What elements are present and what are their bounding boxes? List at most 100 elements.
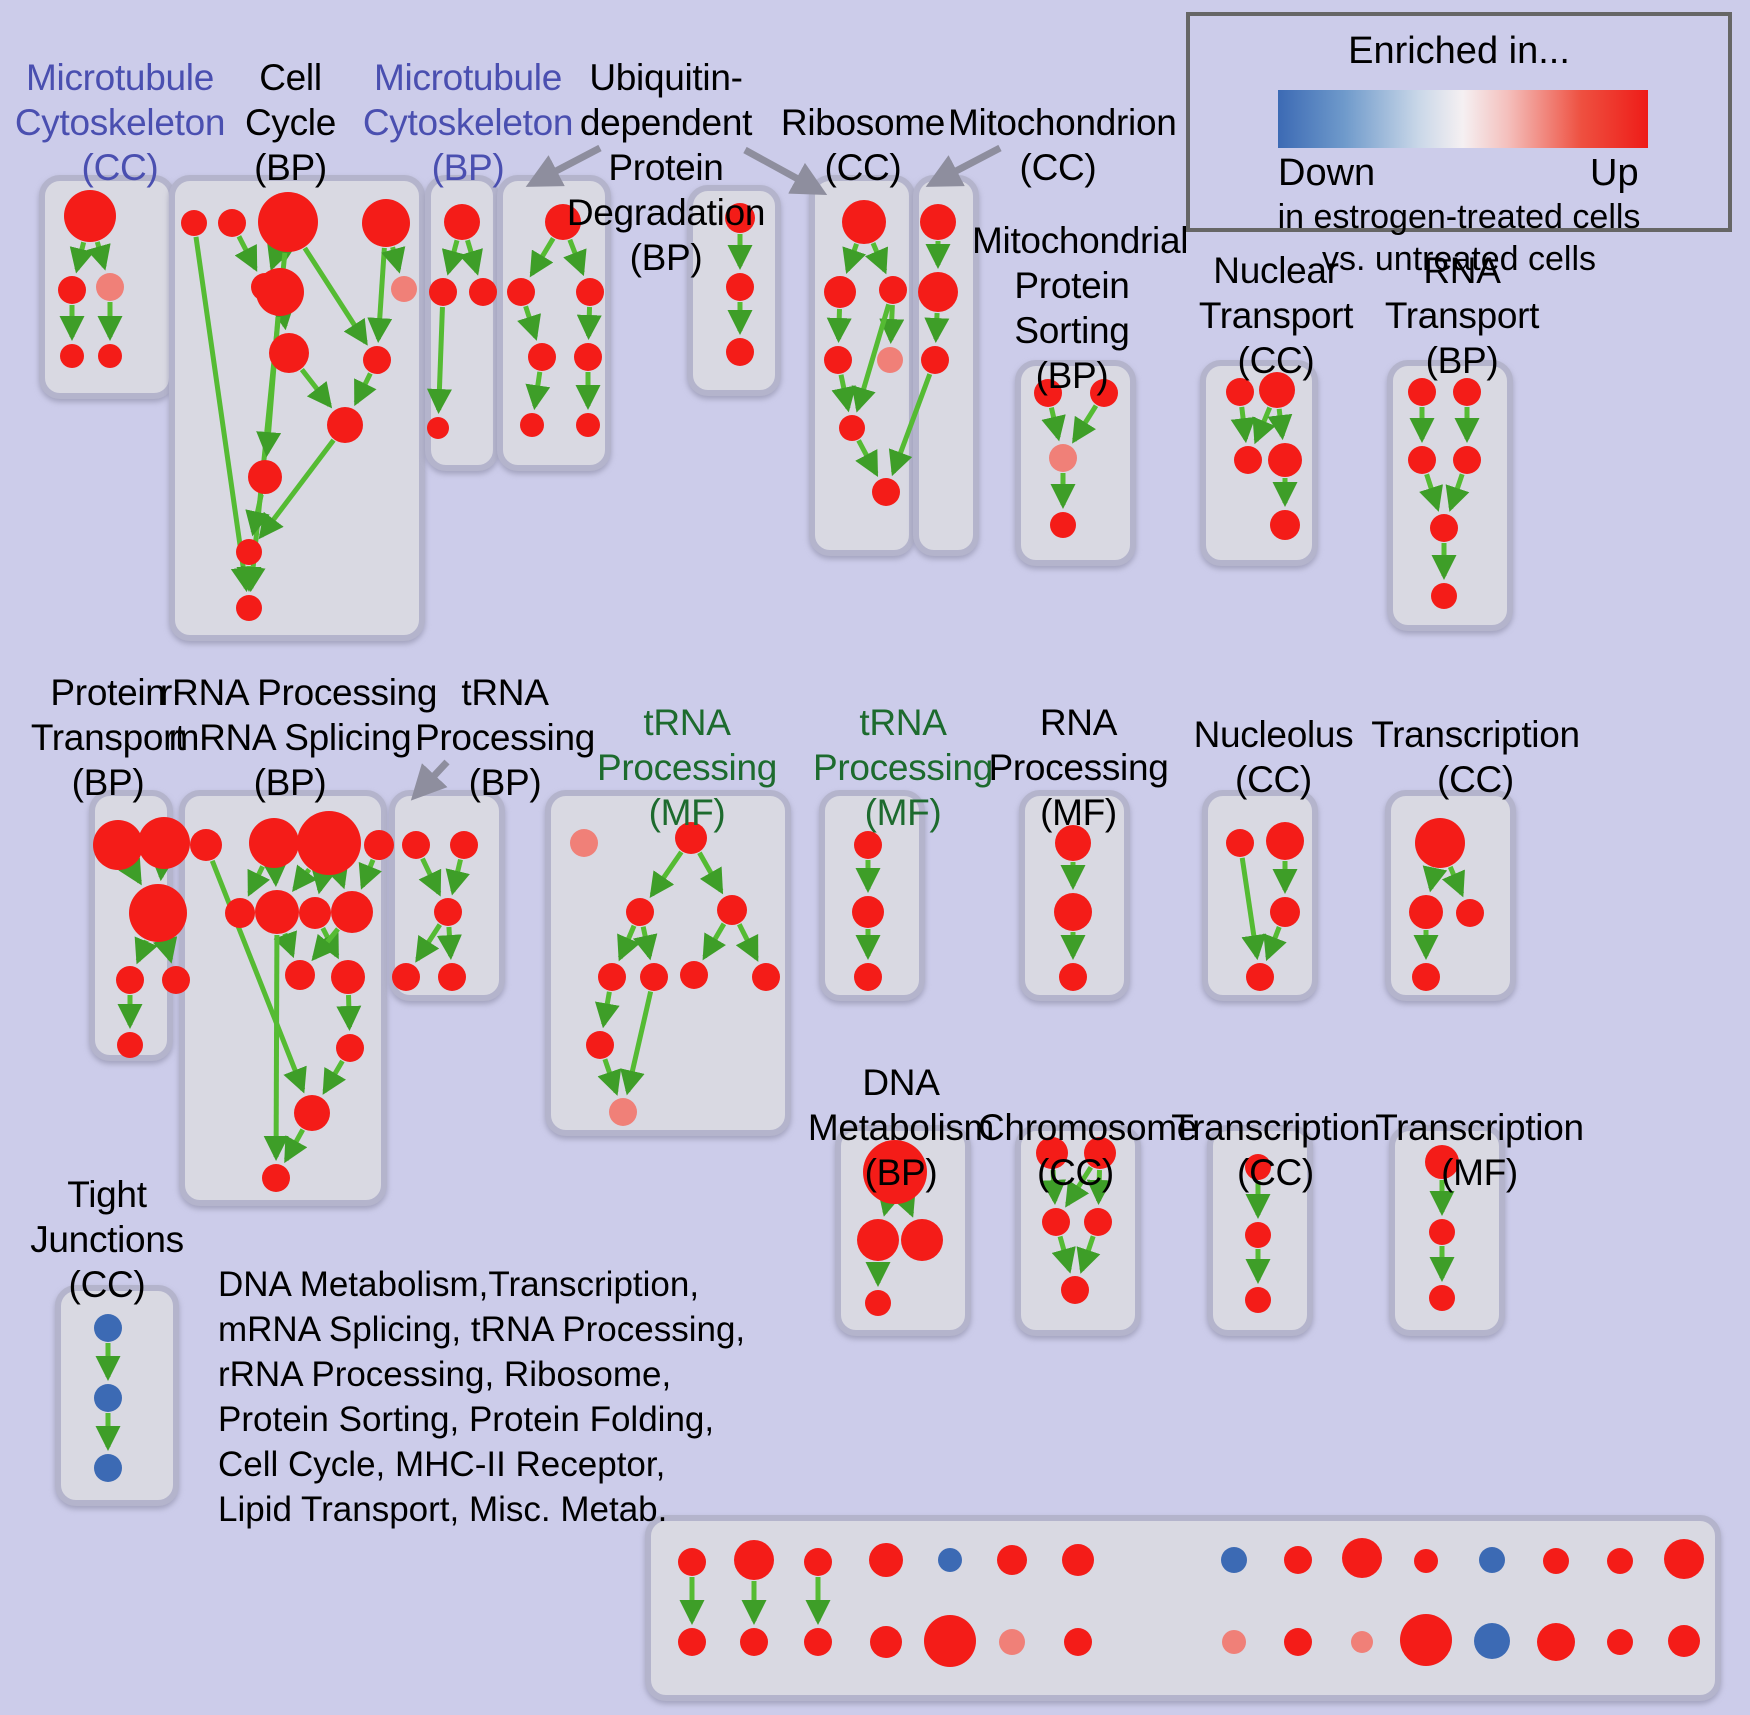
gene-node[interactable] (1050, 512, 1076, 538)
gene-node[interactable] (1222, 1630, 1246, 1654)
gene-node[interactable] (598, 963, 626, 991)
gene-node[interactable] (336, 1034, 364, 1062)
gene-node[interactable] (869, 1543, 903, 1577)
gene-node[interactable] (1284, 1628, 1312, 1656)
gene-node[interactable] (1429, 1285, 1455, 1311)
gene-node[interactable] (857, 1219, 899, 1261)
gene-node[interactable] (364, 830, 394, 860)
gene-node[interactable] (1351, 1631, 1373, 1653)
gene-node[interactable] (98, 344, 122, 368)
gene-node[interactable] (678, 1628, 706, 1656)
gene-node[interactable] (1425, 1145, 1459, 1179)
gene-node[interactable] (626, 898, 654, 926)
gene-node[interactable] (726, 338, 754, 366)
gene-node[interactable] (116, 966, 144, 994)
gene-node[interactable] (918, 272, 958, 312)
gene-node[interactable] (678, 1548, 706, 1576)
gene-node[interactable] (586, 1031, 614, 1059)
gene-node[interactable] (1090, 379, 1118, 407)
gene-node[interactable] (824, 276, 856, 308)
gene-node[interactable] (1084, 1208, 1112, 1236)
gene-node[interactable] (1400, 1614, 1452, 1666)
gene-node[interactable] (872, 478, 900, 506)
gene-node[interactable] (1084, 1137, 1116, 1169)
gene-node[interactable] (852, 896, 884, 928)
gene-node[interactable] (94, 1454, 122, 1482)
gene-node[interactable] (854, 831, 882, 859)
gene-node[interactable] (920, 204, 956, 240)
gene-node[interactable] (528, 343, 556, 371)
gene-node[interactable] (450, 831, 478, 859)
gene-node[interactable] (1537, 1623, 1575, 1661)
gene-node[interactable] (901, 1219, 943, 1261)
gene-node[interactable] (427, 417, 449, 439)
gene-node[interactable] (740, 1628, 768, 1656)
gene-node[interactable] (507, 278, 535, 306)
gene-node[interactable] (1226, 378, 1254, 406)
gene-node[interactable] (921, 346, 949, 374)
gene-node[interactable] (94, 1384, 122, 1412)
gene-node[interactable] (327, 407, 363, 443)
gene-node[interactable] (1270, 897, 1300, 927)
gene-node[interactable] (1414, 1549, 1438, 1573)
gene-node[interactable] (999, 1629, 1025, 1655)
gene-node[interactable] (331, 960, 365, 994)
gene-node[interactable] (520, 413, 544, 437)
gene-node[interactable] (839, 415, 865, 441)
gene-node[interactable] (258, 192, 318, 252)
gene-node[interactable] (294, 1095, 330, 1131)
gene-node[interactable] (570, 829, 598, 857)
gene-node[interactable] (640, 963, 668, 991)
gene-node[interactable] (1479, 1547, 1505, 1573)
gene-node[interactable] (190, 829, 222, 861)
gene-node[interactable] (1064, 1628, 1092, 1656)
gene-node[interactable] (877, 347, 903, 373)
gene-node[interactable] (545, 204, 581, 240)
gene-node[interactable] (248, 460, 282, 494)
gene-node[interactable] (1049, 444, 1077, 472)
gene-node[interactable] (262, 1164, 290, 1192)
gene-node[interactable] (138, 817, 190, 869)
gene-node[interactable] (863, 1140, 927, 1204)
gene-node[interactable] (94, 1314, 122, 1342)
gene-node[interactable] (60, 344, 84, 368)
gene-node[interactable] (218, 209, 246, 237)
gene-node[interactable] (297, 811, 361, 875)
gene-node[interactable] (726, 273, 754, 301)
gene-node[interactable] (181, 210, 207, 236)
gene-node[interactable] (725, 203, 755, 233)
gene-node[interactable] (392, 963, 420, 991)
gene-node[interactable] (249, 818, 299, 868)
gene-node[interactable] (363, 346, 391, 374)
gene-node[interactable] (1246, 963, 1274, 991)
gene-node[interactable] (1245, 1287, 1271, 1313)
gene-node[interactable] (1412, 963, 1440, 991)
gene-node[interactable] (1259, 372, 1295, 408)
gene-node[interactable] (129, 884, 187, 942)
gene-node[interactable] (734, 1540, 774, 1580)
gene-node[interactable] (842, 200, 886, 244)
gene-node[interactable] (1409, 895, 1443, 929)
gene-node[interactable] (1268, 443, 1302, 477)
gene-node[interactable] (1226, 829, 1254, 857)
gene-node[interactable] (1474, 1623, 1510, 1659)
gene-node[interactable] (865, 1290, 891, 1316)
gene-node[interactable] (576, 278, 604, 306)
gene-node[interactable] (997, 1545, 1027, 1575)
gene-node[interactable] (96, 273, 124, 301)
gene-node[interactable] (675, 822, 707, 854)
gene-node[interactable] (804, 1628, 832, 1656)
gene-node[interactable] (1284, 1546, 1312, 1574)
gene-node[interactable] (609, 1098, 637, 1126)
gene-node[interactable] (1245, 1222, 1271, 1248)
gene-node[interactable] (225, 898, 255, 928)
gene-node[interactable] (362, 199, 410, 247)
gene-node[interactable] (1453, 446, 1481, 474)
gene-node[interactable] (285, 960, 315, 990)
gene-node[interactable] (1042, 1208, 1070, 1236)
gene-node[interactable] (402, 831, 430, 859)
gene-node[interactable] (469, 278, 497, 306)
gene-node[interactable] (1062, 1544, 1094, 1576)
gene-node[interactable] (576, 413, 600, 437)
gene-node[interactable] (58, 276, 86, 304)
